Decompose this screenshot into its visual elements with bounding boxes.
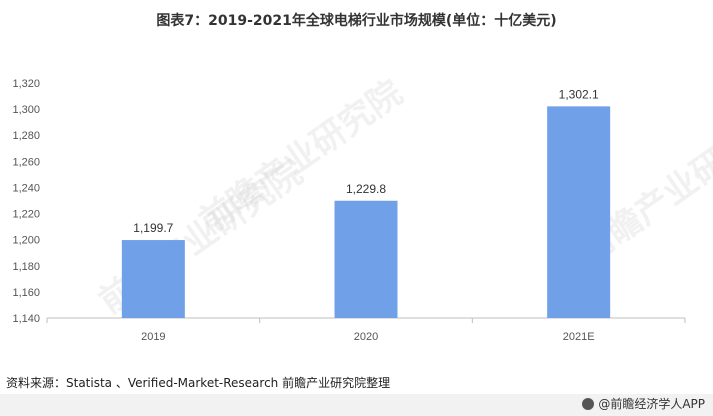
- y-tick-label: 1,280: [12, 130, 40, 142]
- bar: [121, 240, 185, 318]
- y-tick-label: 1,300: [12, 104, 40, 116]
- y-tick-label: 1,320: [12, 78, 40, 90]
- x-axis: 2019 2020 2021E: [46, 317, 686, 343]
- footer-bar: [0, 394, 713, 416]
- chart-title: 图表7：2019-2021年全球电梯行业市场规模(单位：十亿美元): [156, 13, 557, 29]
- y-tick-label: 1,180: [12, 261, 40, 273]
- data-label: 1,199.7: [133, 221, 173, 235]
- data-label: 1,302.1: [559, 87, 599, 101]
- bar-chart: 1,140 1,160 1,180 1,200 1,220 1,240 1,260 1,280…: [12, 78, 686, 343]
- brand-label: @前瞻经济学人APP: [598, 397, 705, 411]
- y-tick-label: 1,220: [12, 209, 40, 221]
- y-tick-label: 1,240: [12, 182, 40, 194]
- y-tick-label: 1,200: [12, 235, 40, 247]
- data-label: 1,229.8: [346, 182, 386, 196]
- y-tick-label: 1,160: [12, 287, 40, 299]
- x-tick-label: 2020: [354, 331, 378, 343]
- bars: 1,199.7 1,229.8 1,302.1: [121, 87, 611, 318]
- bar: [334, 200, 398, 318]
- y-tick-label: 1,260: [12, 156, 40, 168]
- brand-logo-icon: [582, 397, 595, 410]
- y-axis: 1,140 1,160 1,180 1,200 1,220 1,240 1,260 1,280…: [12, 78, 40, 325]
- bar: [547, 106, 611, 318]
- x-tick-label: 2021E: [563, 331, 595, 343]
- x-tick-label: 2019: [141, 331, 165, 343]
- brand: @前瞻经济学人APP: [582, 395, 705, 412]
- y-tick-label: 1,140: [12, 313, 40, 325]
- source-note: 资料来源：Statista 、Verified-Market-Research …: [6, 376, 391, 390]
